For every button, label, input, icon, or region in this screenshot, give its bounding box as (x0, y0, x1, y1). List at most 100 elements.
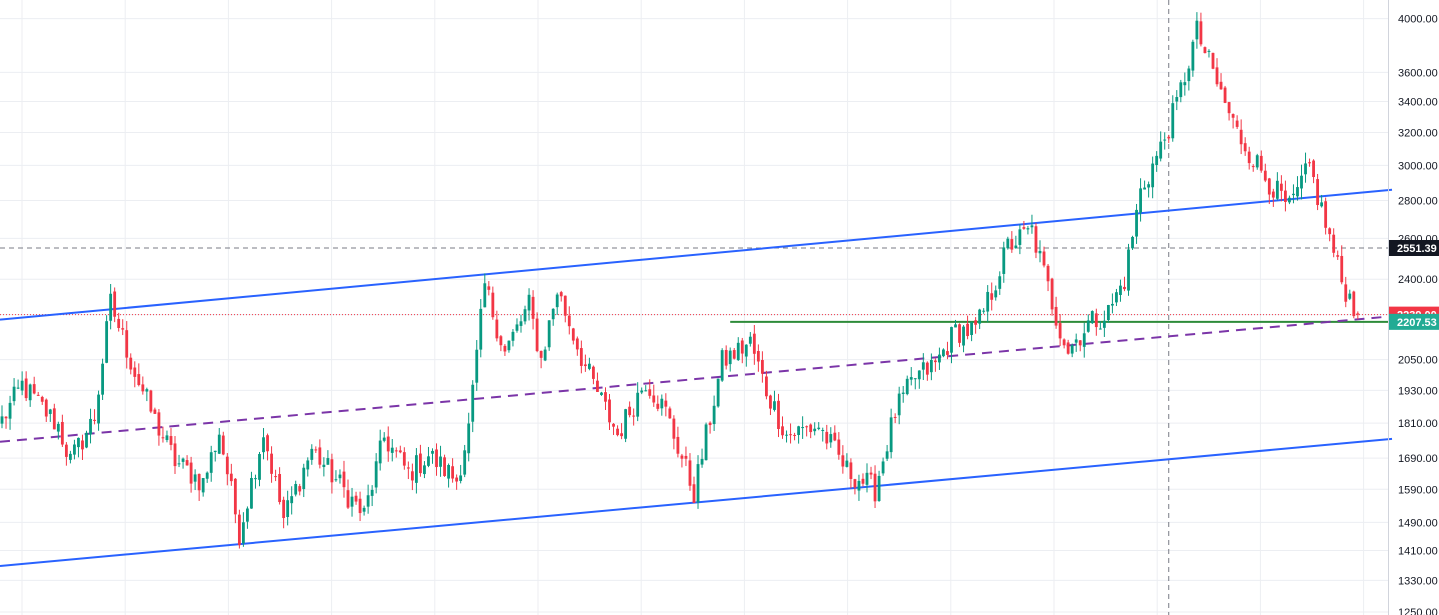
candle-body (270, 453, 273, 474)
candle-body (1324, 201, 1328, 228)
candle (217, 428, 221, 455)
candle-body (555, 294, 559, 308)
candle-body (861, 478, 865, 484)
candle-body (740, 340, 744, 354)
candle-body (1316, 179, 1320, 206)
candle (423, 461, 426, 479)
candle (970, 321, 974, 342)
candle-body (419, 453, 422, 474)
candle-body (1348, 293, 1352, 299)
candle (443, 454, 446, 477)
candle (821, 427, 825, 442)
candle-body (1292, 193, 1295, 196)
candle-body (765, 376, 768, 397)
candle-body (853, 479, 857, 488)
candle (801, 416, 805, 439)
candle (1340, 245, 1344, 285)
candle (942, 348, 945, 358)
candle-body (704, 424, 708, 461)
candle-body (905, 378, 909, 395)
candle-body (1006, 238, 1010, 249)
candle (73, 439, 76, 460)
candle (1159, 131, 1163, 162)
candle-body (620, 433, 623, 437)
candle-body (1336, 255, 1340, 257)
candle-body (1135, 209, 1138, 237)
candle (342, 460, 346, 498)
candle (515, 318, 519, 333)
trend-lines[interactable] (0, 188, 1393, 567)
candle-body (1308, 162, 1311, 164)
candle (773, 390, 776, 412)
candle-body (1082, 333, 1086, 347)
candle-body (785, 434, 788, 436)
candle (696, 455, 700, 509)
candle (358, 491, 362, 522)
candle (813, 422, 817, 436)
candle (1022, 220, 1026, 230)
candle (519, 314, 523, 333)
candle (1010, 231, 1014, 253)
channel-mid-line[interactable] (0, 315, 1393, 443)
candle (274, 469, 277, 482)
candle-body (1195, 20, 1199, 40)
candle (1320, 194, 1324, 208)
candle-body (773, 401, 776, 410)
candle-body (821, 430, 825, 432)
candle-body (1030, 225, 1034, 228)
candle (543, 346, 547, 362)
candle (1195, 12, 1199, 49)
candle (487, 281, 491, 296)
candle (1090, 310, 1094, 325)
candle (1247, 146, 1251, 170)
candle (889, 408, 893, 459)
candle (692, 476, 696, 504)
candle-body (612, 423, 615, 427)
candle (636, 382, 640, 422)
candle (736, 337, 740, 361)
candle-body (410, 471, 414, 481)
candle (1038, 240, 1042, 263)
candle-body (724, 349, 728, 366)
candle-body (664, 400, 668, 407)
candle (406, 461, 410, 480)
candle (539, 350, 543, 369)
candle (857, 474, 861, 501)
candle-body (205, 472, 209, 479)
candle-body (547, 320, 551, 348)
candle-body (362, 507, 366, 512)
candle-body (60, 421, 64, 445)
candle (306, 457, 310, 477)
candle (853, 478, 857, 495)
candle-body (1086, 320, 1090, 332)
candle-body (813, 428, 817, 432)
candle-body (1123, 286, 1126, 290)
candle-body (254, 478, 257, 480)
candle (845, 453, 849, 468)
candle-body (1247, 151, 1251, 164)
candle (1082, 322, 1086, 358)
candle (1344, 276, 1348, 308)
candle (913, 378, 917, 390)
candle (495, 310, 499, 342)
candle-body (1227, 102, 1231, 114)
candle-body (20, 380, 24, 391)
candle-body (366, 495, 370, 507)
candle (427, 446, 430, 468)
candle (402, 447, 406, 470)
candle (314, 446, 318, 453)
channel-upper-line[interactable] (0, 188, 1393, 321)
candle (575, 336, 579, 356)
candle (567, 306, 571, 335)
candle (467, 412, 471, 462)
candle (740, 337, 744, 364)
channel-lower-line[interactable] (0, 437, 1393, 567)
candle-body (1255, 155, 1259, 168)
candle (145, 387, 149, 402)
candle (121, 319, 125, 336)
candle (322, 457, 326, 477)
candle-body (644, 390, 648, 392)
candle-body (8, 402, 12, 419)
